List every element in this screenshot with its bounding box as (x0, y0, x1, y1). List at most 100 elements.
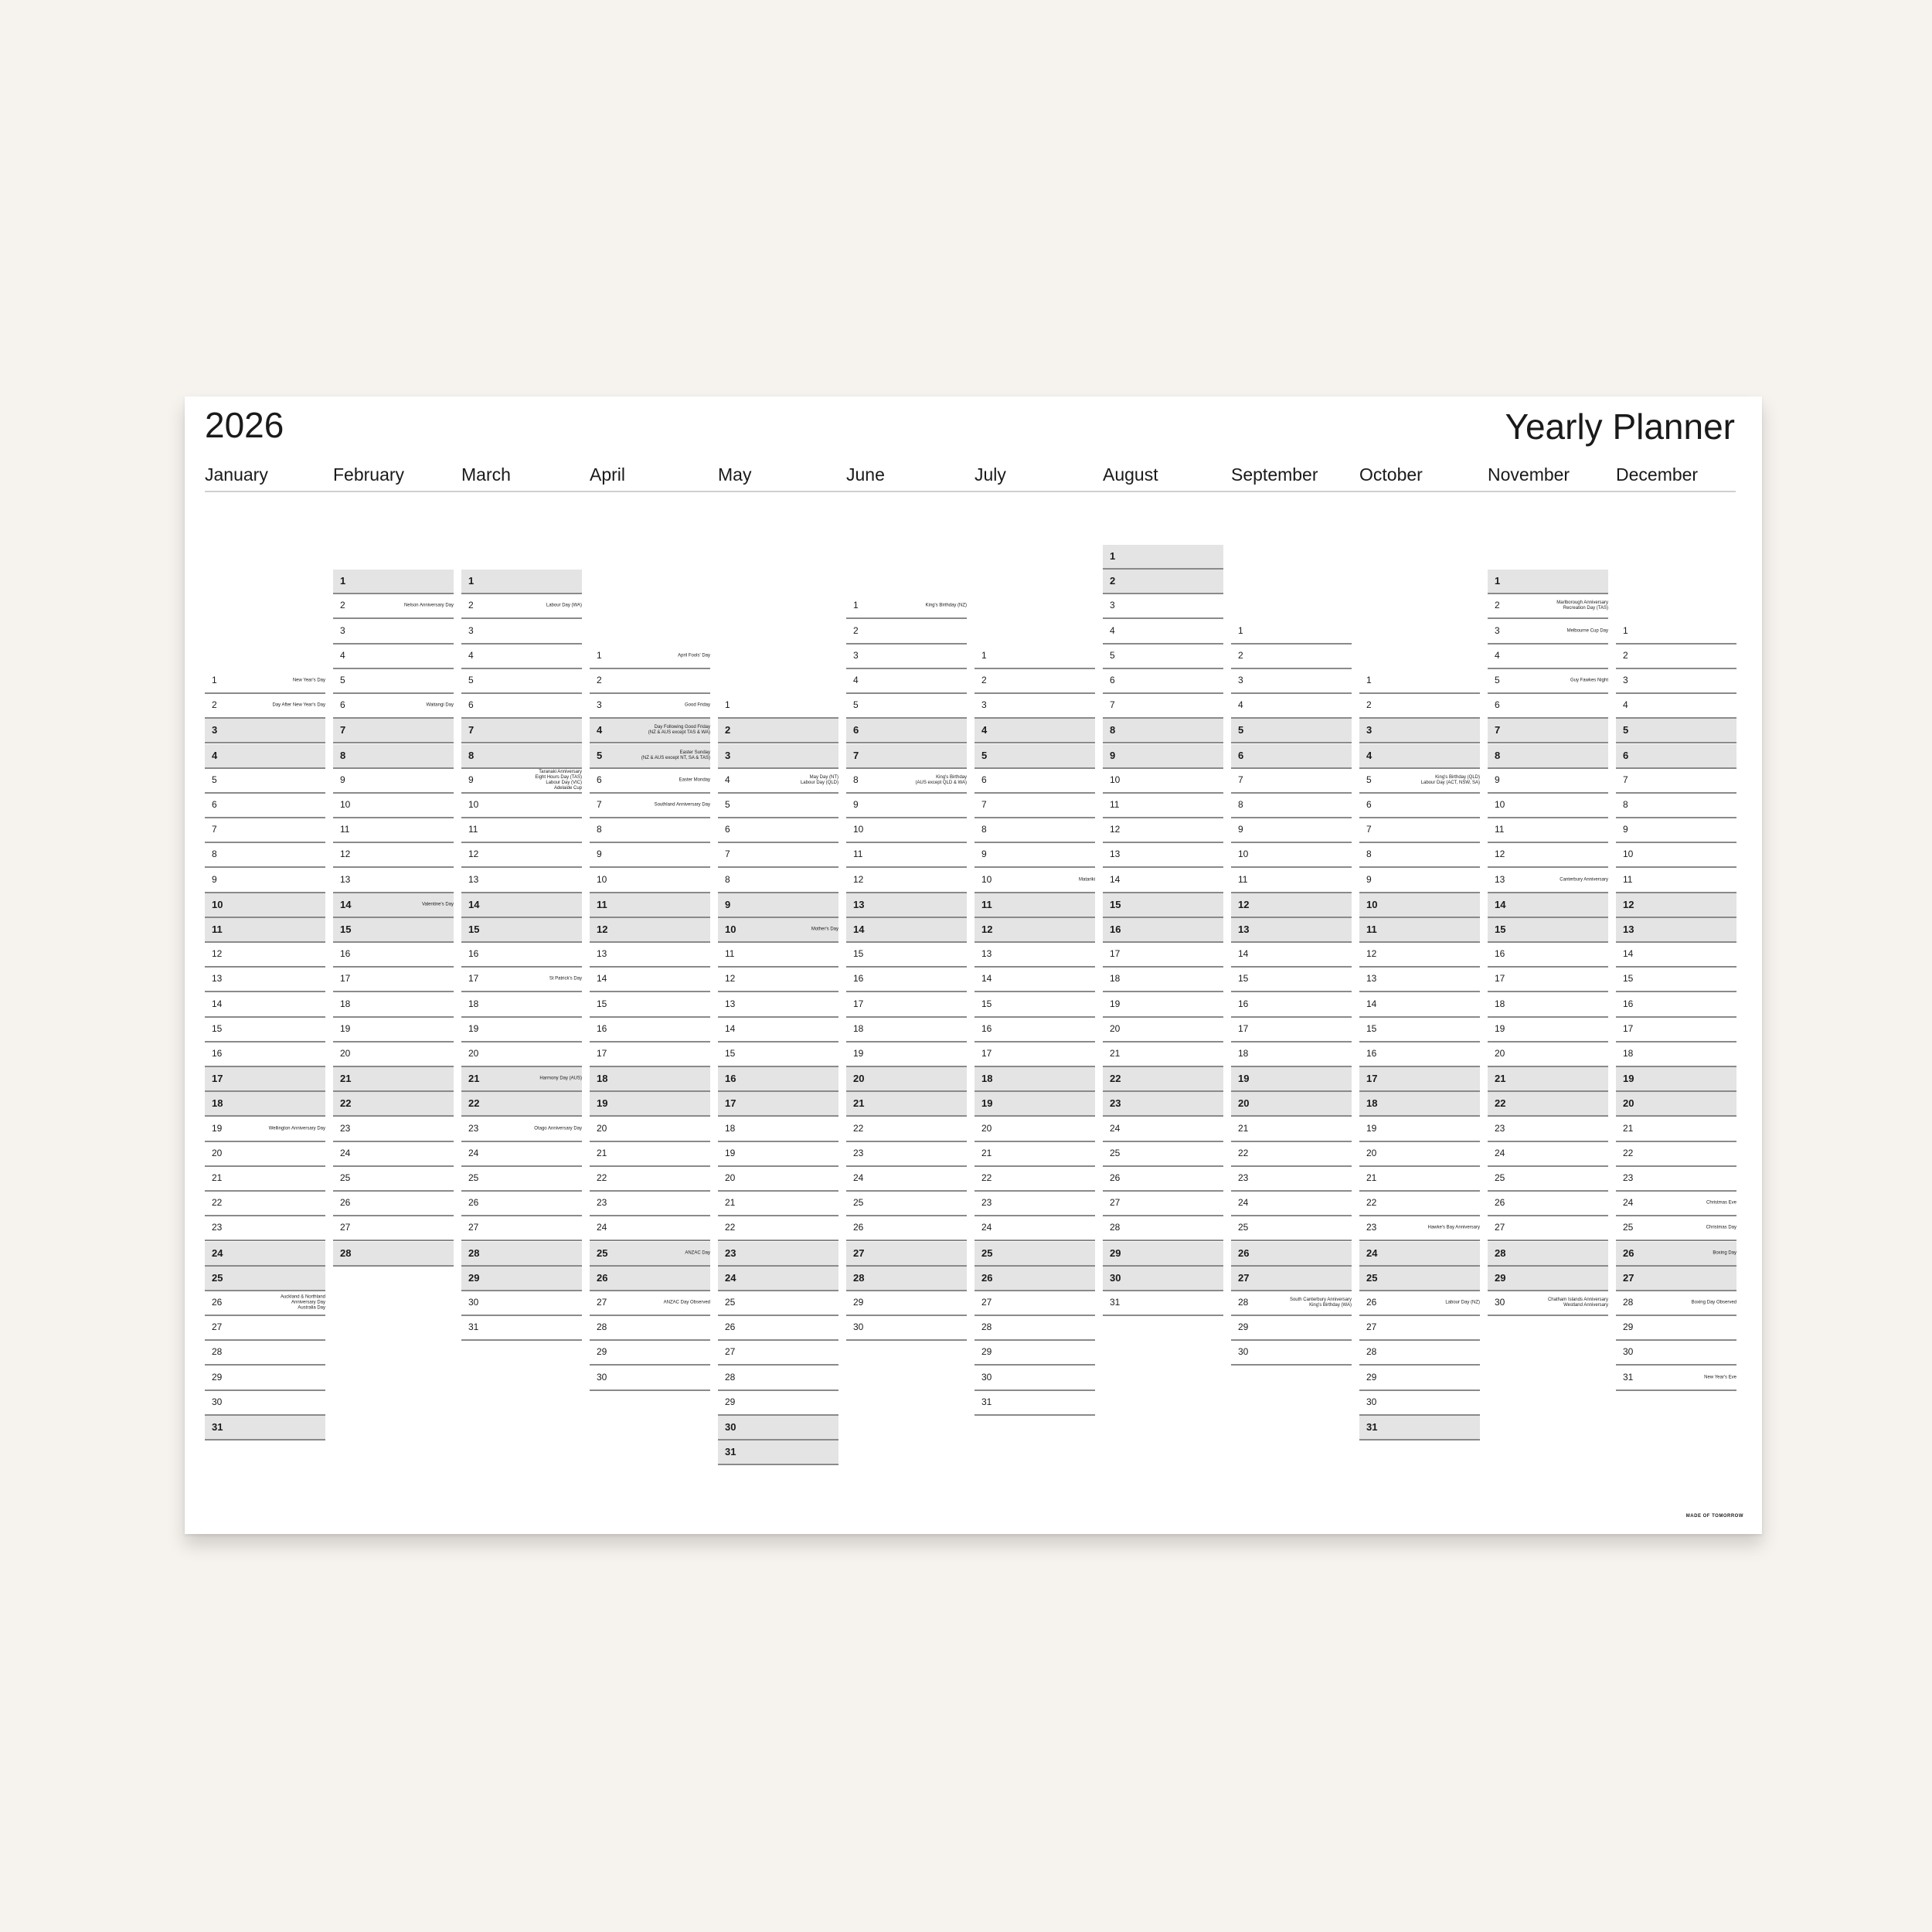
day-row[interactable]: 26 Labour Day (NZ) (1359, 1291, 1480, 1316)
day-row[interactable]: 17 (846, 993, 967, 1018)
day-row[interactable]: 8 (718, 869, 838, 893)
day-row[interactable]: 11 (1359, 918, 1480, 943)
day-row[interactable]: 11 (846, 843, 967, 869)
day-row[interactable]: 25 (1488, 1167, 1608, 1192)
day-row[interactable]: 22 (461, 1092, 582, 1117)
day-row[interactable]: 13 (1103, 843, 1223, 869)
day-row[interactable]: 6 (1488, 694, 1608, 719)
day-row[interactable]: 5 (846, 694, 967, 719)
day-row[interactable]: 18 (333, 993, 454, 1018)
day-row[interactable]: 24 (1231, 1192, 1352, 1217)
day-row[interactable]: 21 (1359, 1167, 1480, 1192)
day-row[interactable]: 5 Guy Fawkes Night (1488, 669, 1608, 694)
day-row[interactable]: 8 (333, 743, 454, 769)
day-row[interactable]: 13 (1231, 918, 1352, 943)
day-row[interactable]: 29 (1616, 1316, 1736, 1342)
day-row[interactable]: 8 (975, 818, 1095, 844)
day-row[interactable]: 16 (333, 943, 454, 968)
day-row[interactable]: 16 (590, 1018, 710, 1043)
day-row[interactable]: 7 (461, 719, 582, 744)
day-row[interactable]: 21 (1488, 1067, 1608, 1093)
day-row[interactable]: 27 (205, 1316, 325, 1342)
day-row[interactable]: 2 Labour Day (WA) (461, 594, 582, 620)
day-row[interactable]: 14 (205, 993, 325, 1018)
day-row[interactable]: 12 (1231, 893, 1352, 918)
day-row[interactable]: 14 (975, 968, 1095, 993)
day-row[interactable]: 14 (461, 893, 582, 918)
day-row[interactable]: 26 Boxing Day (1616, 1241, 1736, 1267)
day-row[interactable]: 4 May Day (NT) Labour Day (QLD) (718, 769, 838, 794)
day-row[interactable]: 4 (1231, 694, 1352, 719)
day-row[interactable]: 3 Melbourne Cup Day (1488, 620, 1608, 645)
day-row[interactable]: 12 (1616, 893, 1736, 918)
day-row[interactable]: 22 (333, 1092, 454, 1117)
day-row[interactable]: 18 (846, 1018, 967, 1043)
day-row[interactable]: 30 (1616, 1341, 1736, 1366)
day-row[interactable]: 27 (846, 1241, 967, 1267)
day-row[interactable]: 2 (846, 620, 967, 645)
day-row[interactable]: 26 (1231, 1241, 1352, 1267)
day-row[interactable]: 28 (1488, 1241, 1608, 1267)
day-row[interactable]: 4 (1103, 620, 1223, 645)
day-row[interactable]: 14 (1616, 943, 1736, 968)
day-row[interactable]: 12 (1488, 843, 1608, 869)
day-row[interactable]: 1 April Fools' Day (590, 645, 710, 669)
day-row[interactable]: 2 (1359, 694, 1480, 719)
day-row[interactable]: 1 (1103, 545, 1223, 570)
day-row[interactable]: 17 (1359, 1067, 1480, 1093)
day-row[interactable]: 5 (718, 794, 838, 818)
day-row[interactable]: 4 (846, 669, 967, 694)
day-row[interactable]: 12 (333, 843, 454, 869)
day-row[interactable]: 1 King's Birthday (NZ) (846, 594, 967, 620)
day-row[interactable]: 20 (1359, 1142, 1480, 1167)
day-row[interactable]: 15 (461, 918, 582, 943)
day-row[interactable]: 13 (1616, 918, 1736, 943)
day-row[interactable]: 8 (1616, 794, 1736, 818)
day-row[interactable]: 23 (590, 1192, 710, 1217)
day-row[interactable]: 4 (333, 645, 454, 669)
day-row[interactable]: 9 (846, 794, 967, 818)
day-row[interactable]: 4 (1359, 743, 1480, 769)
day-row[interactable]: 27 (1616, 1266, 1736, 1291)
day-row[interactable]: 26 (975, 1266, 1095, 1291)
day-row[interactable]: 6 (1231, 743, 1352, 769)
day-row[interactable]: 14 (846, 918, 967, 943)
day-row[interactable]: 24 (1103, 1117, 1223, 1142)
day-row[interactable]: 6 Easter Monday (590, 769, 710, 794)
day-row[interactable]: 31 (1103, 1291, 1223, 1316)
day-row[interactable]: 7 (333, 719, 454, 744)
day-row[interactable]: 17 (205, 1067, 325, 1093)
day-row[interactable]: 13 (718, 993, 838, 1018)
day-row[interactable]: 21 (333, 1067, 454, 1093)
day-row[interactable]: 15 (1359, 1018, 1480, 1043)
day-row[interactable]: 8 (205, 843, 325, 869)
day-row[interactable]: 30 (718, 1416, 838, 1440)
day-row[interactable]: 25 (1103, 1142, 1223, 1167)
day-row[interactable]: 9 (1488, 769, 1608, 794)
day-row[interactable]: 21 (846, 1092, 967, 1117)
day-row[interactable]: 5 (1616, 719, 1736, 744)
day-row[interactable]: 22 (1616, 1142, 1736, 1167)
day-row[interactable]: 29 (846, 1291, 967, 1316)
day-row[interactable]: 10 (1616, 843, 1736, 869)
day-row[interactable]: 22 (718, 1216, 838, 1242)
day-row[interactable]: 1 (461, 570, 582, 595)
day-row[interactable]: 29 (205, 1366, 325, 1391)
day-row[interactable]: 15 (333, 918, 454, 943)
day-row[interactable]: 29 (1103, 1241, 1223, 1267)
day-row[interactable]: 9 (590, 843, 710, 869)
day-row[interactable]: 13 (590, 943, 710, 968)
day-row[interactable]: 7 (1359, 818, 1480, 844)
day-row[interactable]: 10 (1488, 794, 1608, 818)
day-row[interactable]: 6 (1616, 743, 1736, 769)
day-row[interactable]: 20 (205, 1142, 325, 1167)
day-row[interactable]: 8 (1103, 719, 1223, 744)
day-row[interactable]: 19 (1488, 1018, 1608, 1043)
day-row[interactable]: 8 (461, 743, 582, 769)
day-row[interactable]: 31 (1359, 1416, 1480, 1440)
day-row[interactable]: 13 (846, 893, 967, 918)
day-row[interactable]: 18 (590, 1067, 710, 1093)
day-row[interactable]: 3 (975, 694, 1095, 719)
day-row[interactable]: 19 (1231, 1067, 1352, 1093)
day-row[interactable]: 17 (975, 1043, 1095, 1067)
